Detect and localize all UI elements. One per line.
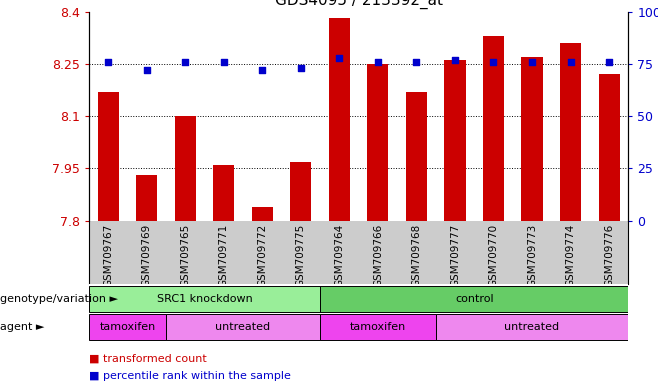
Point — [180, 59, 190, 65]
Text: untreated: untreated — [215, 322, 270, 333]
Point — [141, 67, 152, 73]
Text: GSM709767: GSM709767 — [103, 224, 113, 287]
Text: agent ►: agent ► — [0, 322, 44, 333]
Text: GSM709764: GSM709764 — [334, 224, 344, 287]
Bar — [89, 314, 166, 340]
Point — [295, 65, 306, 71]
Bar — [560, 43, 581, 221]
Text: SRC1 knockdown: SRC1 knockdown — [157, 293, 252, 304]
Text: control: control — [455, 293, 494, 304]
Bar — [329, 18, 350, 221]
Text: tamoxifen: tamoxifen — [350, 322, 406, 333]
Bar — [97, 92, 118, 221]
Text: ■ percentile rank within the sample: ■ percentile rank within the sample — [89, 371, 291, 381]
Bar — [436, 314, 628, 340]
Point — [334, 55, 345, 61]
Text: GSM709769: GSM709769 — [141, 224, 151, 287]
Text: genotype/variation ►: genotype/variation ► — [0, 293, 118, 304]
Text: GSM709768: GSM709768 — [411, 224, 421, 287]
Bar — [290, 162, 311, 221]
Text: GSM709770: GSM709770 — [488, 224, 499, 287]
Title: GDS4095 / 213392_at: GDS4095 / 213392_at — [274, 0, 443, 9]
Bar — [406, 92, 427, 221]
Bar — [483, 36, 504, 221]
Bar — [367, 64, 388, 221]
Bar — [521, 57, 543, 221]
Text: GSM709777: GSM709777 — [450, 224, 460, 287]
Text: GSM709774: GSM709774 — [566, 224, 576, 287]
Bar — [136, 175, 157, 221]
Point — [257, 67, 268, 73]
Bar — [89, 286, 320, 311]
Bar — [251, 207, 273, 221]
Point — [449, 56, 460, 63]
Bar — [166, 314, 320, 340]
Text: tamoxifen: tamoxifen — [99, 322, 155, 333]
Text: untreated: untreated — [505, 322, 559, 333]
Point — [565, 59, 576, 65]
Point — [372, 59, 383, 65]
Bar — [320, 314, 436, 340]
Point — [488, 59, 499, 65]
Point — [527, 59, 538, 65]
Bar — [444, 60, 466, 221]
Text: GSM709776: GSM709776 — [604, 224, 614, 287]
Text: GSM709773: GSM709773 — [527, 224, 537, 287]
Text: GSM709765: GSM709765 — [180, 224, 190, 287]
Point — [604, 59, 615, 65]
Bar — [320, 286, 628, 311]
Text: GSM709771: GSM709771 — [218, 224, 229, 287]
Text: GSM709772: GSM709772 — [257, 224, 267, 287]
Text: ■ transformed count: ■ transformed count — [89, 353, 207, 363]
Text: GSM709766: GSM709766 — [373, 224, 383, 287]
Point — [218, 59, 229, 65]
Point — [103, 59, 113, 65]
Point — [411, 59, 422, 65]
Bar — [599, 74, 620, 221]
Bar — [213, 165, 234, 221]
Text: GSM709775: GSM709775 — [296, 224, 306, 287]
Bar — [174, 116, 196, 221]
